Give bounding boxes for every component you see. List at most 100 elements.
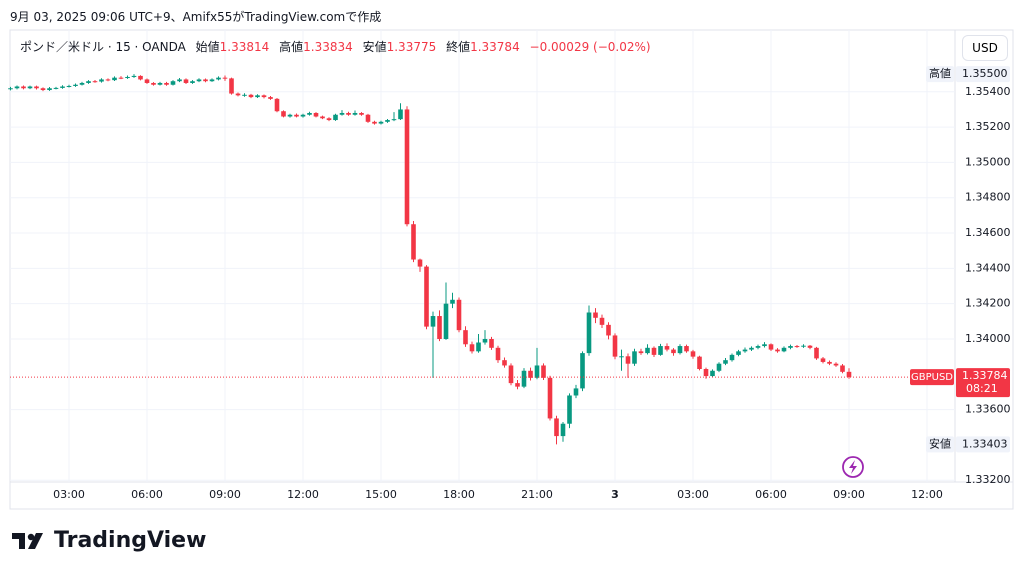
candle-body [287, 114, 293, 117]
marker-name: 安値 [929, 436, 951, 450]
legend-value: 1.33834 [303, 40, 353, 54]
y-tick-label: 1.35000 [965, 155, 1011, 168]
candle-body [781, 347, 787, 352]
candle-body [586, 312, 592, 354]
candle-body [209, 79, 215, 82]
candle-body [749, 347, 754, 350]
candle-body [593, 312, 598, 318]
candle-body [411, 224, 416, 260]
candle-body [606, 324, 611, 336]
legend-label: 安値 [362, 40, 387, 54]
candle-body [34, 86, 39, 89]
y-tick-label: 1.35200 [965, 120, 1011, 133]
chart-frame [9, 29, 1014, 510]
y-tick-label: 1.35400 [965, 85, 1011, 98]
candle-body [437, 316, 442, 339]
y-tick-label: 1.33200 [965, 473, 1011, 486]
x-tick-label: 06:00 [131, 488, 163, 501]
candle-body [320, 116, 325, 119]
candle-body [807, 345, 813, 348]
marker-value-badge [956, 436, 1010, 453]
candle-body [248, 94, 254, 98]
candle-body [378, 121, 384, 124]
x-tick-label: 06:00 [755, 488, 787, 501]
currency-button[interactable]: USD [962, 35, 1008, 61]
candle-body [827, 361, 832, 364]
candle-body [47, 88, 52, 91]
candle-body [144, 79, 150, 83]
y-tick-label: 1.33600 [965, 403, 1011, 416]
price-badge [956, 368, 1010, 398]
candle-body [677, 346, 683, 354]
x-tick-label: 21:00 [521, 488, 553, 501]
candle-body [840, 365, 845, 372]
candle-body [768, 344, 774, 350]
candle-body [567, 395, 572, 424]
candle-body [313, 112, 319, 117]
candle-body [216, 77, 221, 80]
candle-body [372, 121, 377, 124]
candle-body [443, 303, 449, 339]
candle-body [541, 365, 546, 378]
candle-body [521, 370, 527, 387]
candle-body [326, 118, 332, 121]
candle-body [456, 299, 462, 331]
candle-body [723, 360, 728, 364]
candle-body [125, 76, 130, 79]
candle-body [242, 94, 247, 96]
candle-body [716, 363, 722, 371]
candle-body [79, 82, 85, 85]
legend-value: 1.33814 [219, 40, 270, 54]
candle-body [684, 346, 689, 352]
logo-icon [12, 532, 43, 549]
candle-body [651, 347, 657, 355]
candle-body [203, 79, 208, 82]
candle-body [495, 347, 501, 361]
x-tick-label: 15:00 [365, 488, 397, 501]
candle-body [463, 330, 468, 345]
candle-body [697, 356, 702, 369]
candle-body [138, 75, 143, 80]
x-tick-label: 18:00 [443, 488, 475, 501]
marker-value: 1.35500 [962, 67, 1008, 80]
candle-body [625, 356, 631, 364]
candle-body [112, 77, 117, 81]
candle-body [528, 370, 533, 378]
candle-body [183, 79, 189, 83]
candle-body [99, 79, 104, 82]
candle-body [794, 346, 800, 348]
legend-label: 終値 [446, 40, 471, 54]
candle-body [638, 351, 644, 354]
candle-body [151, 82, 156, 85]
candle-body [469, 344, 475, 352]
candle-body [664, 346, 670, 350]
candle-body [736, 351, 741, 355]
candle-body [755, 346, 761, 348]
candle-body [573, 388, 579, 396]
symbol-label: GBPUSD [911, 372, 953, 383]
candle-body [261, 95, 267, 98]
x-tick-label: 03:00 [53, 488, 85, 501]
candle-body [105, 79, 111, 81]
candle-body [612, 335, 618, 357]
candle-body [14, 86, 20, 89]
candle-body [554, 418, 559, 437]
candle-body [404, 109, 410, 225]
candle-body [502, 360, 507, 366]
candle-body [547, 377, 553, 419]
candle-body [333, 114, 338, 121]
x-tick-label: 3 [611, 488, 619, 501]
candle-body [190, 81, 195, 83]
header: 9月 03, 2025 09:06 UTC+9、Amifx55がTradingV… [10, 10, 382, 24]
candle-body [833, 363, 839, 366]
candle-body [268, 97, 273, 99]
marker-value-badge [956, 66, 1010, 83]
candle-body [229, 78, 234, 94]
candle-body [385, 120, 390, 122]
candle-body [131, 75, 137, 77]
alert-icon[interactable] [842, 456, 864, 478]
candle-body [307, 112, 312, 115]
marker-value: 1.33403 [962, 437, 1008, 450]
